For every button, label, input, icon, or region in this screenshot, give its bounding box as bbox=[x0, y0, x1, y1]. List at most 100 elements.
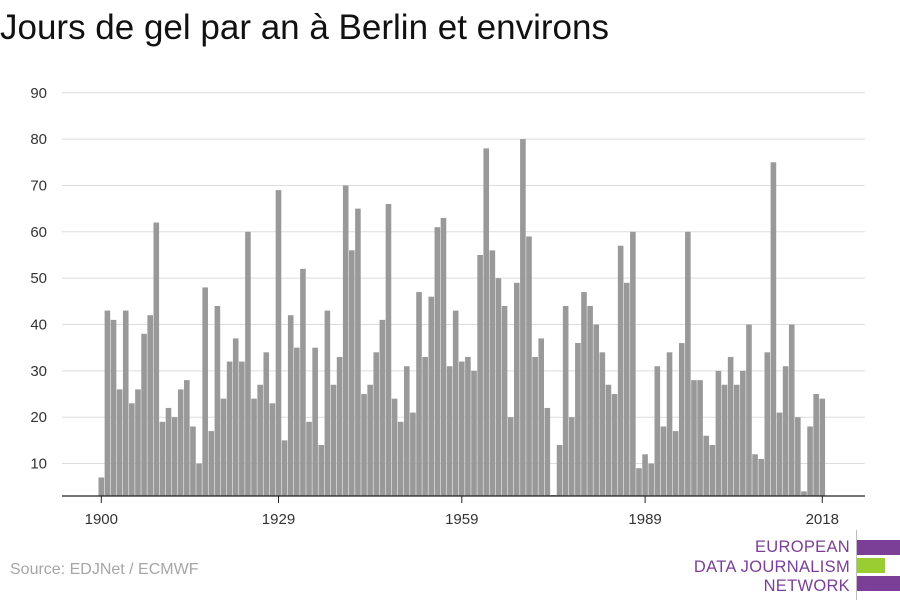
y-tick-label: 30 bbox=[30, 363, 47, 380]
bar-2009 bbox=[764, 352, 771, 496]
bar-1980 bbox=[587, 305, 593, 496]
x-tick-label: 1900 bbox=[85, 511, 118, 528]
bar-1977 bbox=[568, 417, 575, 496]
bar-1991 bbox=[654, 366, 661, 496]
bar-1985 bbox=[617, 245, 624, 496]
bar-1966 bbox=[501, 305, 508, 496]
bar-1982 bbox=[599, 352, 606, 496]
y-tick-label: 90 bbox=[30, 85, 47, 102]
bar-1958 bbox=[452, 310, 459, 496]
bar-1927 bbox=[263, 352, 270, 496]
bar-1986 bbox=[623, 282, 630, 496]
bar-1910 bbox=[159, 421, 166, 496]
bar-1931 bbox=[287, 315, 294, 496]
x-axis bbox=[62, 495, 865, 503]
bar-1944 bbox=[367, 384, 373, 496]
bar-1961 bbox=[471, 370, 477, 496]
bar-1964 bbox=[489, 250, 496, 496]
bar-1972 bbox=[538, 338, 545, 496]
bar-1923 bbox=[239, 361, 245, 496]
bar-2010 bbox=[770, 162, 777, 496]
bar-1928 bbox=[269, 403, 276, 496]
y-tick-label: 70 bbox=[30, 177, 47, 194]
logo-line-1: EUROPEAN bbox=[754, 538, 850, 556]
bar-1990 bbox=[648, 463, 654, 496]
bar-1913 bbox=[177, 389, 184, 496]
bar-1956 bbox=[440, 217, 447, 496]
bar-1943 bbox=[361, 394, 367, 496]
bar-1960 bbox=[465, 356, 471, 496]
bar-1953 bbox=[422, 356, 428, 496]
bar-2011 bbox=[776, 412, 783, 496]
bar-1973 bbox=[544, 407, 551, 496]
bar-2008 bbox=[758, 458, 764, 496]
bar-1995 bbox=[678, 343, 685, 496]
bar-1917 bbox=[202, 287, 208, 496]
bar-1932 bbox=[294, 347, 300, 496]
bar-1902 bbox=[110, 319, 117, 496]
bar-1915 bbox=[190, 426, 196, 496]
bar-1901 bbox=[104, 310, 111, 496]
edjnet-logo[interactable]: EUROPEAN DATA JOURNALISM NETWORK bbox=[694, 530, 900, 600]
y-tick-label: 40 bbox=[30, 317, 47, 334]
bar-1992 bbox=[660, 426, 667, 496]
bar-1978 bbox=[575, 343, 581, 496]
y-tick-label: 10 bbox=[30, 456, 47, 473]
bar-1988 bbox=[636, 468, 642, 496]
bar-1975 bbox=[556, 445, 563, 496]
bar-1983 bbox=[605, 384, 612, 496]
bar-1971 bbox=[532, 356, 538, 496]
bar-1929 bbox=[275, 190, 282, 496]
bar-1976 bbox=[562, 305, 569, 496]
x-tick-label: 1959 bbox=[445, 511, 478, 528]
bar-2002 bbox=[721, 384, 728, 496]
bar-1989 bbox=[642, 454, 648, 496]
bar-1996 bbox=[685, 231, 691, 496]
bar-1908 bbox=[147, 315, 153, 496]
bar-1941 bbox=[349, 250, 355, 496]
bar-1920 bbox=[220, 398, 227, 496]
bar-1935 bbox=[312, 347, 318, 496]
bar-1938 bbox=[330, 384, 337, 496]
bar-2015 bbox=[801, 491, 807, 496]
bar-1903 bbox=[116, 389, 123, 496]
bar-1933 bbox=[300, 268, 306, 496]
bar-2017 bbox=[813, 394, 819, 496]
bar-2005 bbox=[740, 370, 746, 496]
y-tick-label: 20 bbox=[30, 409, 47, 426]
bar-1987 bbox=[630, 231, 636, 496]
bar-1962 bbox=[477, 254, 483, 496]
bar-1930 bbox=[281, 440, 288, 496]
bar-1918 bbox=[208, 431, 215, 496]
bar-1909 bbox=[153, 222, 160, 496]
bar-1916 bbox=[196, 463, 202, 496]
bar-1905 bbox=[129, 403, 135, 496]
bar-2004 bbox=[733, 384, 740, 496]
bar-1968 bbox=[513, 282, 520, 496]
bar-2001 bbox=[715, 370, 722, 496]
bar-1912 bbox=[171, 417, 178, 496]
bar-1952 bbox=[416, 292, 422, 496]
bar-1922 bbox=[232, 338, 239, 496]
bar-1955 bbox=[434, 227, 441, 497]
bar-1997 bbox=[691, 380, 697, 496]
bar-1925 bbox=[251, 398, 257, 496]
bar-1921 bbox=[226, 361, 233, 496]
bar-1979 bbox=[581, 292, 587, 496]
logo-purple-bar-top bbox=[857, 540, 900, 555]
bar-1939 bbox=[336, 356, 343, 496]
bar-1947 bbox=[385, 203, 392, 496]
logo-green-bar bbox=[857, 558, 885, 573]
bar-1914 bbox=[184, 380, 190, 496]
bar-1954 bbox=[428, 296, 435, 496]
bar-1994 bbox=[672, 431, 679, 496]
bar-1907 bbox=[141, 333, 147, 496]
x-tick-labels: 1900 1929 1959 1989 2018 bbox=[85, 511, 839, 528]
bar-2016 bbox=[807, 426, 813, 496]
bar-1900 bbox=[98, 477, 105, 496]
bar-1959 bbox=[458, 361, 465, 496]
y-tick-label: 60 bbox=[30, 224, 47, 241]
bar-1949 bbox=[397, 421, 404, 496]
bar-1965 bbox=[495, 278, 502, 496]
x-tick-label: 2018 bbox=[806, 511, 839, 528]
